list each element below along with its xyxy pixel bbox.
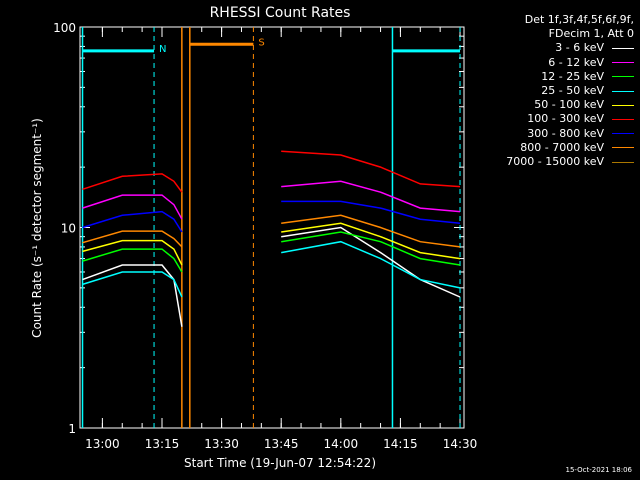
state-label: S: [258, 37, 264, 48]
legend-entries: 3 - 6 keV 6 - 12 keV 12 - 25 keV 25 - 50 ke…: [474, 41, 634, 169]
legend-entry: 50 - 100 keV: [474, 98, 634, 112]
legend-entry: 300 - 800 keV: [474, 127, 634, 141]
timestamp: 15-Oct-2021 18:06: [565, 466, 632, 474]
legend-entry: 100 - 300 keV: [474, 112, 634, 126]
chart-title: RHESSI Count Rates: [210, 5, 351, 21]
x-tick-label: 13:45: [264, 437, 299, 451]
legend-entry: 7000 - 15000 keV: [474, 155, 634, 169]
plot-area: 1 10 100 13:00 13:15 13:30 13:45 14:00 14:15 14:3…: [53, 21, 477, 451]
x-tick-label: 14:15: [383, 437, 418, 451]
legend-header-line-1: Det 1f,3f,4f,5f,6f,9f,: [524, 13, 634, 26]
series-line-1: [82, 180, 461, 220]
x-tick-label: 13:15: [145, 437, 180, 451]
legend-label: 7000 - 15000 keV: [506, 155, 604, 169]
legend-entry: 12 - 25 keV: [474, 70, 634, 84]
legend-label: 100 - 300 keV: [527, 112, 604, 126]
legend-entry: 25 - 50 keV: [474, 84, 634, 98]
x-axis-label: Start Time (19-Jun-07 12:54:22): [184, 456, 376, 470]
legend-swatch: [612, 104, 634, 106]
legend-label: 800 - 7000 keV: [520, 140, 604, 154]
x-tick-label: 13:00: [85, 437, 120, 451]
series-line-4: [82, 222, 461, 266]
legend-label: 6 - 12 keV: [548, 55, 604, 69]
legend-label: 3 - 6 keV: [555, 41, 604, 55]
series-line-5: [82, 150, 461, 193]
legend-label: 50 - 100 keV: [534, 98, 604, 112]
series-line-7: [82, 214, 461, 248]
y-tick-label: 10: [61, 222, 76, 236]
x-tick-label: 13:30: [204, 437, 239, 451]
y-axis-label: Count Rate (s⁻¹ detector segment⁻¹): [30, 118, 44, 338]
legend-header-line-2: FDecim 1, Att 0: [548, 27, 634, 41]
series-line-6: [82, 200, 461, 233]
x-tick-label: 14:00: [324, 437, 359, 451]
y-tick-label: 1: [68, 422, 76, 436]
x-tick-label: 14:30: [443, 437, 478, 451]
series-line-0: [82, 226, 461, 327]
legend-swatch: [612, 62, 634, 64]
y-tick-label: 100: [53, 21, 76, 35]
legend-label: 300 - 800 keV: [527, 126, 604, 140]
legend-swatch: [612, 90, 634, 92]
legend-swatch: [612, 133, 634, 135]
series-line-2: [82, 231, 461, 273]
legend-entry: 3 - 6 keV: [474, 41, 634, 55]
legend-swatch: [612, 147, 634, 149]
state-label: N: [159, 44, 166, 55]
series-line-3: [82, 240, 461, 298]
legend: Det 1f,3f,4f,5f,6f,9f, FDecim 1, Att 0 3…: [474, 13, 634, 169]
legend-swatch: [612, 161, 634, 163]
legend-swatch: [612, 76, 634, 78]
legend-swatch: [612, 119, 634, 121]
legend-entry: 6 - 12 keV: [474, 56, 634, 70]
legend-swatch: [612, 48, 634, 49]
legend-label: 25 - 50 keV: [541, 84, 604, 98]
legend-label: 12 - 25 keV: [541, 69, 604, 83]
legend-entry: 800 - 7000 keV: [474, 141, 634, 155]
